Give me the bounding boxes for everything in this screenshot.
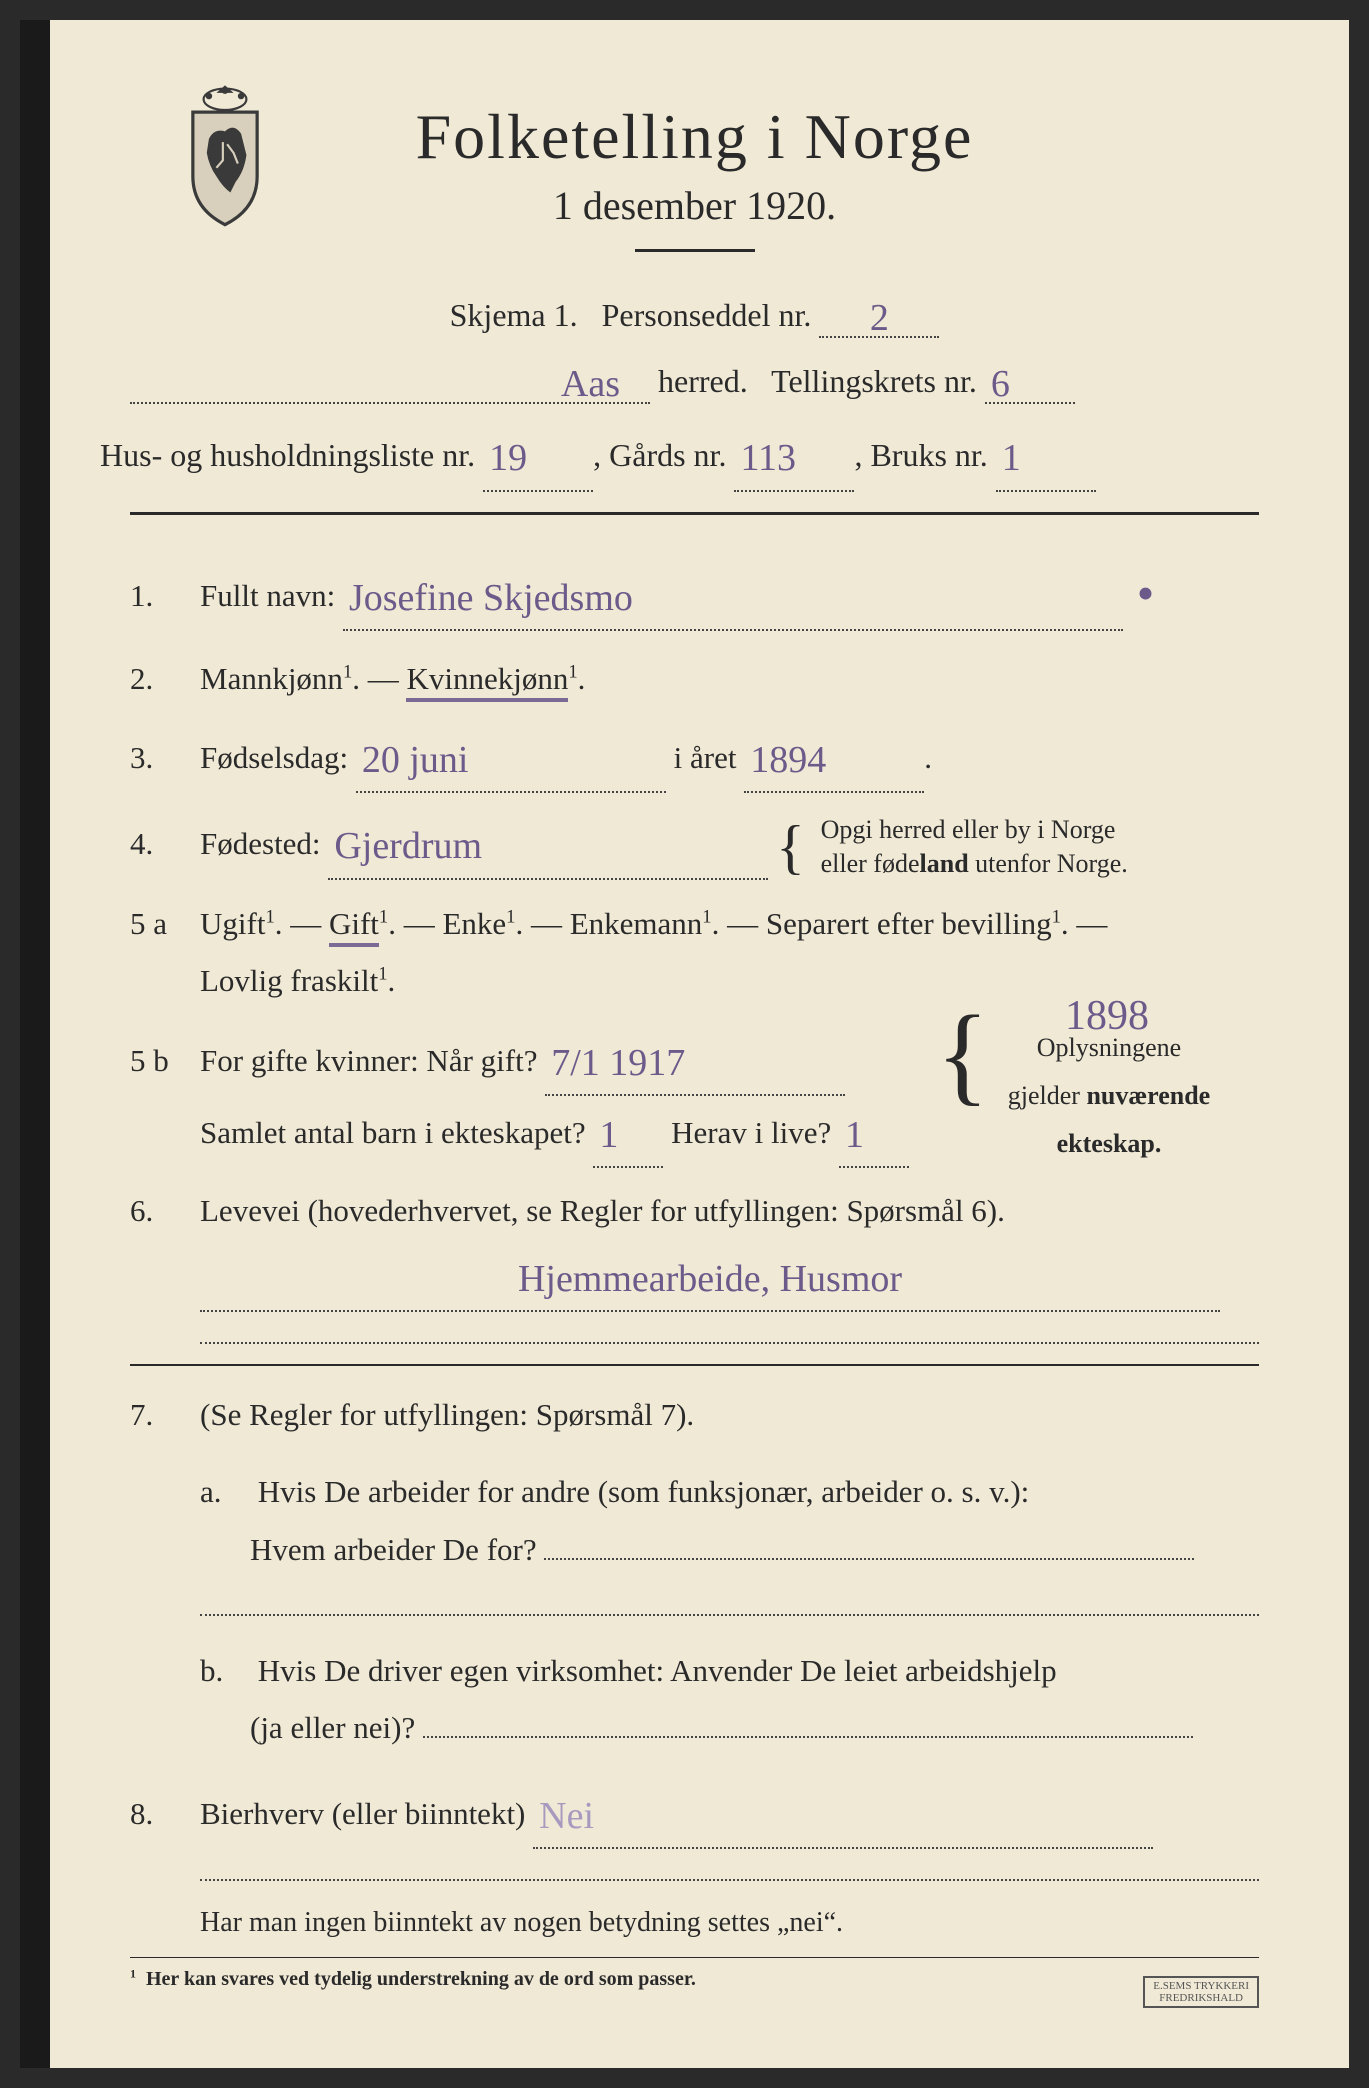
question-6: 6. Levevei (hovederhvervet, se Regler fo… [130, 1182, 1259, 1312]
q7b-letter: b. [200, 1642, 250, 1699]
footnote: 1 Her kan svares ved tydelig understrekn… [130, 1966, 1259, 1991]
q6-label: Levevei (hovederhvervet, se Regler for u… [200, 1193, 1005, 1228]
q7b-text1: Hvis De driver egen virksomhet: Anvender… [258, 1653, 1057, 1688]
coat-of-arms-icon [170, 80, 280, 230]
q5a-separert: Separert efter bevilling [766, 906, 1052, 941]
form-title: Folketelling i Norge [130, 100, 1259, 174]
q5a-ugift: Ugift [200, 906, 265, 941]
q4-num: 4. [130, 815, 200, 872]
personseddel-nr: 2 [864, 297, 895, 339]
q6-extra-line [200, 1342, 1259, 1344]
q8-note: Har man ingen biinntekt av nogen betydni… [200, 1907, 1259, 1939]
q4-note: Opgi herred eller by i Norge eller fødel… [821, 813, 1128, 881]
q7-num: 7. [130, 1386, 200, 1443]
skjema-line: Skjema 1. Personseddel nr. 2 [130, 292, 1259, 338]
q2-mann: Mannkjønn [200, 661, 343, 696]
q5b-gift-value: 7/1 1917 [545, 1042, 691, 1084]
q3-label: Fødselsdag: [200, 740, 348, 775]
q3-num: 3. [130, 729, 200, 786]
q5a-fraskilt: Lovlig fraskilt [200, 963, 378, 998]
footnote-rule [130, 1957, 1259, 1958]
gards-label: Gårds nr. [609, 437, 726, 473]
question-7: 7. (Se Regler for utfyllingen: Spørsmål … [130, 1386, 1259, 1757]
q3-year: 1894 [744, 739, 832, 781]
q3-year-label: i året [674, 740, 737, 775]
q7b-text2: (ja eller nei)? [250, 1710, 415, 1745]
q8-extra-line [200, 1879, 1259, 1881]
q5a-enkemann: Enkemann [570, 906, 703, 941]
q7a-letter: a. [200, 1463, 250, 1520]
mid-rule [130, 1364, 1259, 1366]
q5a-enke: Enke [442, 906, 506, 941]
personseddel-label: Personseddel nr. [602, 297, 812, 333]
question-2: 2. Mannkjønn1. — Kvinnekjønn1. [130, 650, 1259, 707]
q6-num: 6. [130, 1182, 200, 1239]
question-8: 8. Bierhverv (eller biinntekt) Nei [130, 1777, 1259, 1849]
q8-num: 8. [130, 1785, 200, 1842]
q2-num: 2. [130, 650, 200, 707]
header-rule [130, 512, 1259, 515]
question-1: 1. Fullt navn: Josefine Skjedsmo • [130, 543, 1259, 636]
q1-value: Josefine Skjedsmo [343, 577, 639, 619]
q7a-text2: Hvem arbeider De for? [250, 1532, 537, 1567]
q7a-text1: Hvis De arbeider for andre (som funksjon… [258, 1474, 1030, 1509]
gards-nr: 113 [734, 437, 802, 479]
form-header: Folketelling i Norge 1 desember 1920. [130, 100, 1259, 252]
title-divider [635, 249, 755, 252]
q5b-label3: Herav i live? [671, 1115, 831, 1150]
q7-label: (Se Regler for utfyllingen: Spørsmål 7). [200, 1397, 694, 1432]
tellingskrets-label: Tellingskrets nr. [771, 363, 977, 399]
q1-label: Fullt navn: [200, 578, 335, 613]
census-form-page: Folketelling i Norge 1 desember 1920. Sk… [20, 20, 1349, 2068]
q8-value: Nei [533, 1795, 600, 1837]
skjema-label: Skjema 1. [450, 297, 578, 333]
q3-day: 20 juni [356, 739, 475, 781]
q5b-note: Oplysningene gjelder nuværende ekteskap. [979, 1024, 1239, 1168]
hus-line: Hus- og husholdningsliste nr. 19, Gårds … [100, 418, 1259, 492]
q5a-gift: Gift [329, 906, 379, 947]
question-5b: 5 b 1898 For gifte kvinner: Når gift? 7/… [130, 1024, 1259, 1169]
q2-kvinne: Kvinnekjønn [406, 661, 568, 702]
form-subtitle: 1 desember 1920. [130, 182, 1259, 229]
printer-mark: E.SEMS TRYKKERI FREDRIKSHALD [1143, 1976, 1259, 2008]
q5b-barn: 1 [593, 1114, 624, 1156]
q1-num: 1. [130, 567, 200, 624]
q5b-label2: Samlet antal barn i ekteskapet? [200, 1115, 586, 1150]
hus-label: Hus- og husholdningsliste nr. [100, 437, 475, 473]
herred-label: herred. [658, 363, 748, 399]
q4-label: Fødested: [200, 826, 321, 861]
q5a-num: 5 a [130, 895, 200, 952]
q5b-num: 5 b [130, 1032, 200, 1089]
hus-nr: 19 [483, 437, 533, 479]
q4-value: Gjerdrum [328, 825, 488, 867]
tellingskrets-nr: 6 [985, 363, 1016, 405]
bruks-label: Bruks nr. [870, 437, 987, 473]
q8-label: Bierhverv (eller biinntekt) [200, 1796, 525, 1831]
q6-value: Hjemmearbeide, Husmor [512, 1258, 908, 1300]
question-4: 4. Fødested: Gjerdrum { Opgi herred elle… [130, 807, 1259, 881]
q5b-live: 1 [839, 1114, 870, 1156]
herred-value: Aas [555, 363, 650, 405]
q5b-label1: For gifte kvinner: Når gift? [200, 1043, 537, 1078]
question-3: 3. Fødselsdag: 20 juni i året 1894. [130, 721, 1259, 793]
herred-line: Aas herred. Tellingskrets nr. 6 [130, 358, 1259, 404]
bruks-nr: 1 [996, 437, 1027, 479]
